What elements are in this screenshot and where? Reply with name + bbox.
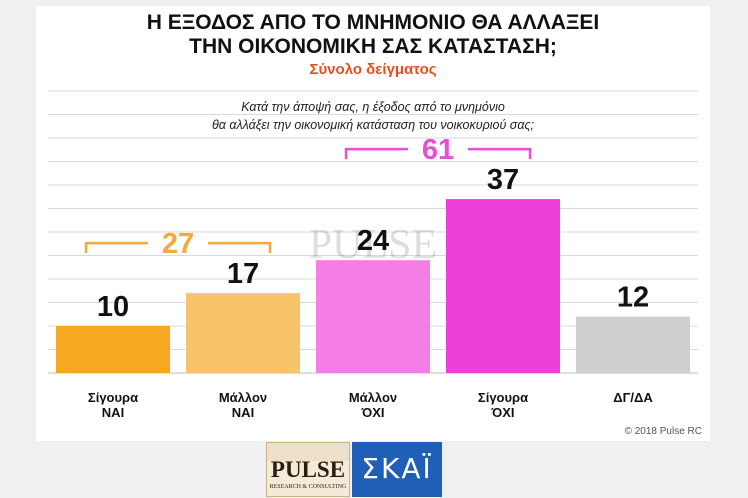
group-total-label: 61 — [422, 134, 454, 166]
bar — [316, 260, 430, 373]
pulse-logo: PULSE RESEARCH & CONSULTING — [266, 442, 350, 497]
data-label: 12 — [617, 282, 649, 314]
category-label: Σίγουρα — [478, 390, 528, 405]
bar — [576, 316, 690, 373]
group-bracket-left — [84, 241, 148, 254]
chart-subtitle: Σύνολο δείγματος — [309, 61, 437, 78]
category-label: Σίγουρα — [88, 390, 138, 405]
chart-title-line-1: Η ΕΞΟΔΟΣ ΑΠΟ ΤΟ ΜΝΗΜΟΝΙΟ ΘΑ ΑΛΛΑΞΕΙ — [146, 11, 600, 34]
chart-panel: Η ΕΞΟΔΟΣ ΑΠΟ ΤΟ ΜΝΗΜΟΝΙΟ ΘΑ ΑΛΛΑΞΕΙ ΤΗΝ … — [36, 6, 710, 441]
data-label: 17 — [227, 258, 259, 290]
data-label: 10 — [97, 291, 129, 323]
category-label: ΔΓ/ΔΑ — [613, 390, 653, 405]
category-label: ΌΧΙ — [490, 405, 514, 420]
copyright-text: © 2018 Pulse RC — [624, 426, 702, 437]
data-label: 24 — [357, 225, 389, 257]
category-label: Μάλλον — [219, 390, 267, 405]
category-label: ΝΑΙ — [102, 405, 124, 420]
group-bracket-left — [344, 147, 408, 160]
group-bracket-right — [468, 147, 532, 160]
bar — [186, 293, 300, 373]
category-label: ΌΧΙ — [360, 405, 384, 420]
chart-title-line-2: ΤΗΝ ΟΙΚΟΝΟΜΙΚΗ ΣΑΣ ΚΑΤΑΣΤΑΣΗ; — [189, 35, 557, 58]
bar — [56, 326, 170, 373]
group-bracket-right — [208, 241, 272, 254]
question-line-1: Κατά την άποψή σας, η έξοδος από το μνημ… — [241, 100, 505, 114]
category-label: ΝΑΙ — [232, 405, 254, 420]
question-line-2: θα αλλάξει την οικονομική κατάσταση του … — [211, 118, 535, 132]
skai-logo: ΣΚΑΪ — [352, 442, 442, 497]
category-label: Μάλλον — [349, 390, 397, 405]
group-total-label: 27 — [162, 228, 194, 260]
data-label: 37 — [487, 164, 519, 196]
bar — [446, 199, 560, 373]
